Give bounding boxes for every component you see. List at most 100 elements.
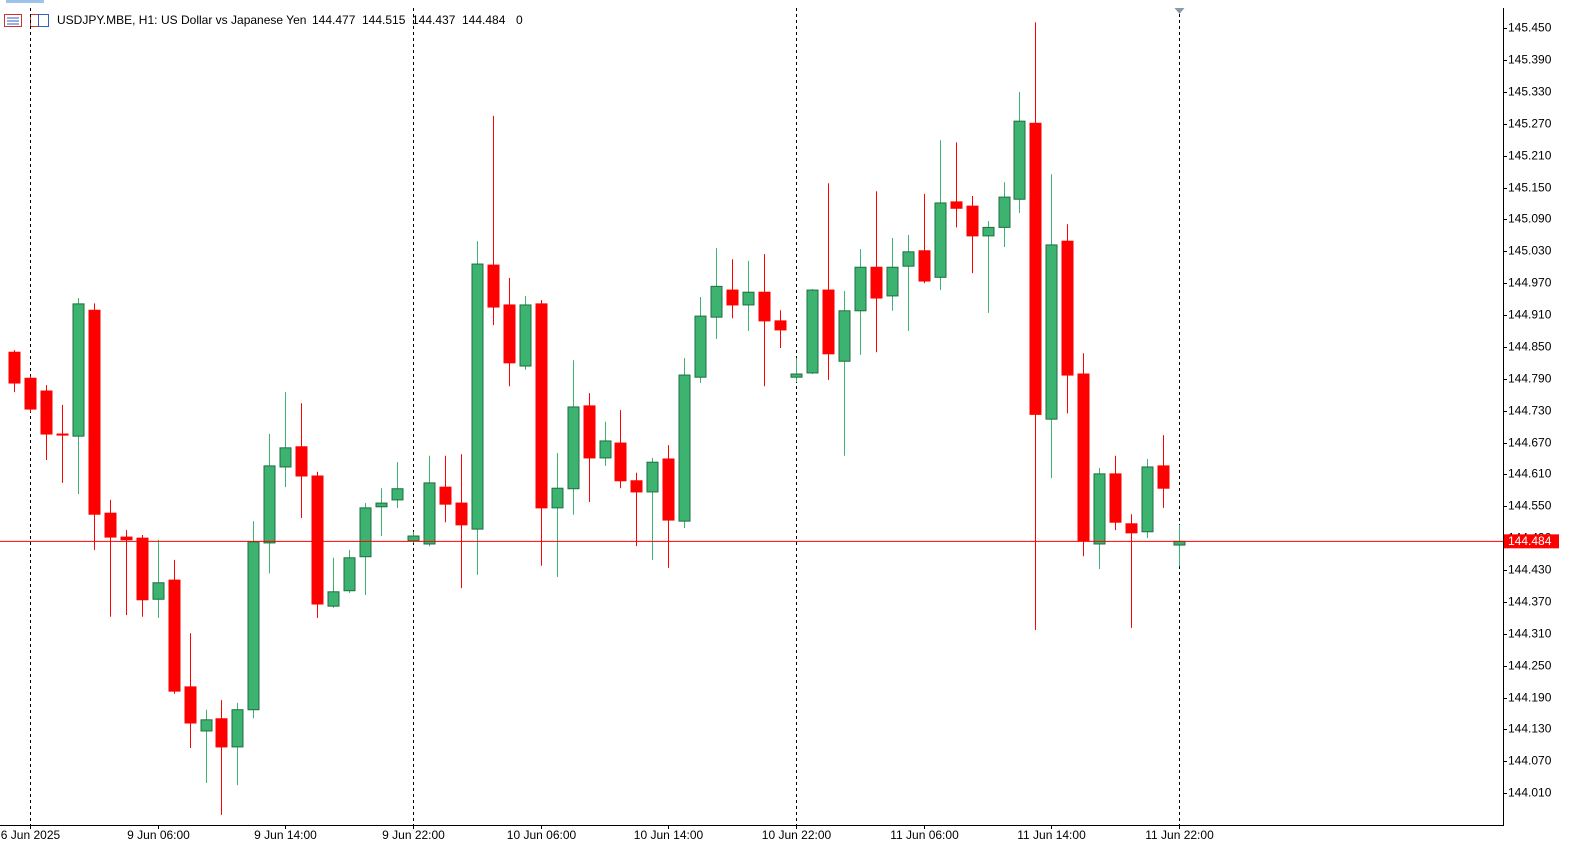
candle-body xyxy=(710,285,723,318)
x-tick-label: 10 Jun 14:00 xyxy=(634,828,704,842)
candle xyxy=(247,521,260,719)
candle-body xyxy=(854,266,867,312)
candle-body xyxy=(662,458,675,521)
candle-body xyxy=(1109,473,1122,523)
candle-body xyxy=(487,264,500,308)
candle xyxy=(870,191,883,353)
candle-body xyxy=(646,461,659,493)
candle xyxy=(551,453,564,577)
candle xyxy=(662,445,675,568)
y-tick-label: 144.670 xyxy=(1508,436,1552,450)
candle xyxy=(1061,224,1074,414)
candle-body xyxy=(1141,466,1154,533)
candle xyxy=(168,559,181,694)
y-tick-label: 144.610 xyxy=(1508,467,1552,481)
candle xyxy=(646,457,659,560)
candle xyxy=(1013,91,1026,214)
candle xyxy=(343,549,356,593)
candle-body xyxy=(503,304,516,364)
candle xyxy=(630,472,643,547)
candle-body xyxy=(1125,523,1138,534)
candle xyxy=(104,499,117,617)
candle xyxy=(854,249,867,355)
candle xyxy=(311,471,324,618)
candle xyxy=(710,248,723,339)
y-tick-label: 145.150 xyxy=(1508,181,1552,195)
candle-body xyxy=(407,535,420,542)
candle-body xyxy=(120,536,133,541)
x-tick-label: 11 Jun 22:00 xyxy=(1145,828,1214,842)
candle-body xyxy=(215,718,228,748)
candle-body xyxy=(231,709,244,748)
candle-body xyxy=(359,507,372,558)
candle-body xyxy=(806,289,819,374)
y-tick-label: 145.330 xyxy=(1508,85,1552,99)
candle-body xyxy=(694,315,707,378)
y-tick-label: 144.010 xyxy=(1508,786,1552,800)
icon-chart xyxy=(30,14,39,27)
candle xyxy=(998,182,1011,248)
candle-body xyxy=(1061,240,1074,376)
candle xyxy=(56,404,69,483)
candle-body xyxy=(838,310,851,362)
candle xyxy=(583,393,596,503)
candle xyxy=(934,140,947,291)
candle xyxy=(758,253,771,387)
y-tick-label: 144.370 xyxy=(1508,595,1552,609)
candle xyxy=(184,633,197,748)
candle-body xyxy=(1173,540,1186,546)
x-tick-label: 9 Jun 06:00 xyxy=(127,828,190,842)
candle-body xyxy=(774,320,787,331)
candle xyxy=(215,700,228,815)
candle-body xyxy=(630,480,643,493)
candle-body xyxy=(72,303,85,437)
y-tick-label: 144.070 xyxy=(1508,754,1552,768)
candle-body xyxy=(790,373,803,378)
candle-body xyxy=(1013,120,1026,200)
header-high: 144.515 xyxy=(362,13,406,27)
candle-body xyxy=(375,502,388,508)
y-tick-label: 144.910 xyxy=(1508,308,1552,322)
candle xyxy=(487,115,500,326)
x-tick-label: 11 Jun 06:00 xyxy=(890,828,959,842)
candle-body xyxy=(535,303,548,509)
candle-body xyxy=(918,250,931,282)
candle-body xyxy=(471,263,484,530)
candle xyxy=(678,358,691,529)
x-tick-label: 9 Jun 22:00 xyxy=(382,828,445,842)
candle xyxy=(263,434,276,574)
header-volume: 0 xyxy=(516,13,523,27)
candle xyxy=(231,702,244,786)
candle xyxy=(599,421,612,466)
candle xyxy=(774,310,787,348)
candle xyxy=(423,455,436,547)
candle xyxy=(726,259,739,319)
candle xyxy=(1157,435,1170,508)
candle-body xyxy=(1045,244,1058,420)
candle xyxy=(1141,458,1154,539)
candle-body xyxy=(966,205,979,237)
candle xyxy=(966,196,979,274)
candle xyxy=(1109,455,1122,531)
candle-body xyxy=(8,351,21,384)
x-tick-label: 10 Jun 06:00 xyxy=(507,828,577,842)
shift-marker xyxy=(1174,8,1185,14)
y-tick-label: 144.970 xyxy=(1508,276,1552,290)
candle xyxy=(455,454,468,589)
y-tick-label: 144.790 xyxy=(1508,372,1552,386)
candle xyxy=(614,410,627,489)
y-tick-label: 144.430 xyxy=(1508,563,1552,577)
y-tick-label: 145.210 xyxy=(1508,149,1552,163)
candle xyxy=(24,376,37,413)
x-tick-label: 9 Jun 14:00 xyxy=(254,828,317,842)
candle-body xyxy=(247,541,260,711)
candle xyxy=(567,360,580,515)
candle-body xyxy=(982,226,995,237)
header-close: 144.484 xyxy=(462,13,506,27)
candle xyxy=(982,221,995,313)
y-tick-label: 144.310 xyxy=(1508,627,1552,641)
candle-body xyxy=(519,304,532,367)
candle-body xyxy=(678,374,691,522)
